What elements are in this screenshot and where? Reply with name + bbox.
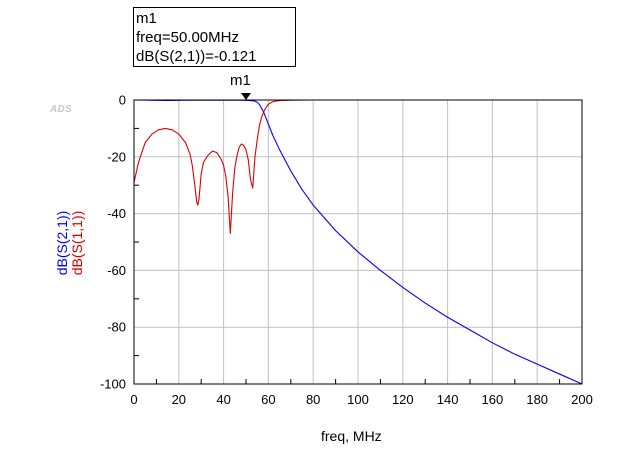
- ylabel-s21: dB(S(2,1)): [54, 210, 70, 276]
- ylabel-s11: dB(S(1,1)): [69, 210, 85, 276]
- x-tick-label: 140: [437, 392, 459, 407]
- y-tick-label: -100: [100, 377, 126, 392]
- x-tick-label: 180: [526, 392, 548, 407]
- marker-name: m1: [136, 10, 157, 27]
- x-tick-label: 100: [347, 392, 369, 407]
- y-tick-label: -80: [107, 320, 126, 335]
- ads-watermark: ADS: [50, 104, 73, 115]
- marker-triangle[interactable]: [241, 93, 251, 100]
- y-tick-label: -20: [107, 149, 126, 164]
- x-tick-label: 80: [306, 392, 320, 407]
- x-tick-label: 60: [261, 392, 275, 407]
- plot-frame: [133, 99, 583, 385]
- x-tick-label: 160: [482, 392, 504, 407]
- x-tick-label: 40: [216, 392, 230, 407]
- marker-readout[interactable]: m1 freq=50.00MHz dB(S(2,1))=-0.121: [133, 7, 296, 67]
- x-tick-label: 200: [571, 392, 593, 407]
- y-tick-label: -60: [107, 263, 126, 278]
- x-tick-label: 120: [392, 392, 414, 407]
- marker-value: dB(S(2,1))=-0.121: [136, 48, 257, 65]
- marker-label: m1: [230, 72, 251, 89]
- series-line-s11: [133, 99, 582, 235]
- x-axis-label: freq, MHz: [321, 428, 382, 444]
- axis-ticks: 0 20 40 60 80 100 120 140 160 180 200 0 -20 -40 -60 -80…: [100, 93, 593, 408]
- x-tick-label: 0: [130, 392, 137, 407]
- y-tick-label: -40: [107, 206, 126, 221]
- marker-freq: freq=50.00MHz: [136, 29, 239, 46]
- y-tick-label: 0: [119, 93, 126, 108]
- grid: [134, 100, 582, 384]
- x-tick-label: 20: [172, 392, 186, 407]
